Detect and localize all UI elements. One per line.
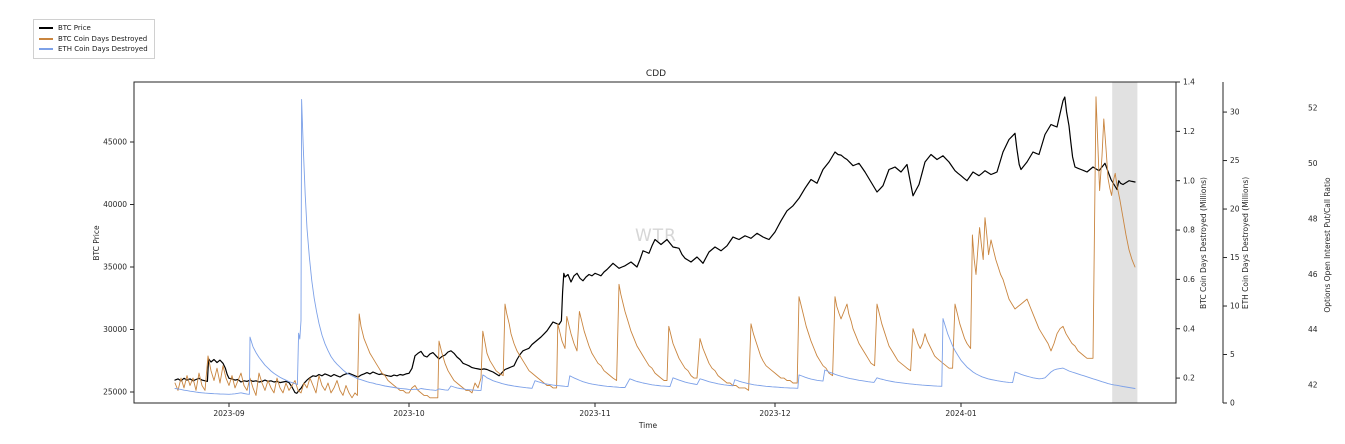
y-tick-label-btc-cdd: 1.0 [1183, 176, 1195, 185]
legend: BTC Price BTC Coin Days Destroyed ETH Co… [33, 19, 155, 59]
y-tick-label-options: 48 [1308, 214, 1318, 223]
axes-layer: 25000 30000 35000 40000 45000 2023-09 2023-10 2… [103, 78, 1318, 418]
x-tick-label: 2023-11 [579, 409, 611, 418]
series-line-btc-coin-days-destroyed [174, 96, 1136, 399]
y-tick-label-eth-cdd: 20 [1230, 205, 1240, 214]
y-tick-label-eth-cdd: 10 [1230, 302, 1240, 311]
y-tick-label-left: 40000 [103, 200, 127, 209]
y-tick-label-eth-cdd: 5 [1230, 350, 1235, 359]
btc-cdd-line-swatch [39, 37, 53, 40]
y-tick-label-options: 44 [1308, 325, 1318, 334]
legend-label: BTC Coin Days Destroyed [58, 34, 148, 43]
y-tick-label-eth-cdd: 0 [1230, 399, 1235, 408]
y-tick-label-eth-cdd: 15 [1230, 253, 1240, 262]
series-line-btc-price [174, 96, 1136, 394]
legend-item-eth-cdd: ETH Coin Days Destroyed [39, 44, 148, 55]
legend-item-btc-cdd: BTC Coin Days Destroyed [39, 34, 148, 45]
y-tick-label-left: 35000 [103, 263, 127, 272]
y-axis-label-eth-cdd: ETH Coin Days Destroyed (Millions) [1241, 177, 1250, 309]
y-tick-label-options: 42 [1308, 381, 1318, 390]
y-axis-label-btc-price: BTC Price [92, 225, 101, 261]
plot-frame [133, 81, 1177, 404]
y-tick-label-btc-cdd: 0.6 [1183, 275, 1195, 284]
x-tick-label: 2023-12 [759, 409, 791, 418]
y-tick-label-options: 50 [1308, 159, 1318, 168]
highlight-band [1112, 82, 1138, 403]
y-axis-label-btc-cdd: BTC Coin Days Destroyed (Millions) [1199, 177, 1208, 309]
y-tick-label-eth-cdd: 30 [1230, 108, 1240, 117]
legend-item-btc-price: BTC Price [39, 23, 148, 34]
series-line-eth-coin-days-destroyed [174, 99, 1136, 395]
y-tick-label-btc-cdd: 0.8 [1183, 226, 1195, 235]
y-tick-label-btc-cdd: 1.4 [1183, 78, 1195, 87]
y-axis-label-options-put-call: Options Open Interest Put/Call Ratio [1323, 177, 1332, 313]
x-tick-label: 2023-09 [213, 409, 245, 418]
x-tick-label: 2024-01 [945, 409, 977, 418]
x-axis-label: Time [638, 421, 658, 430]
y-tick-label-left: 30000 [103, 325, 127, 334]
y-tick-label-options: 52 [1308, 104, 1318, 113]
y-tick-label-btc-cdd: 0.4 [1183, 324, 1195, 333]
y-tick-label-left: 45000 [103, 138, 127, 147]
y-tick-label-left: 25000 [103, 388, 127, 397]
eth-cdd-line-swatch [39, 48, 53, 51]
chart-title: CDD [646, 69, 666, 79]
watermark: WTR [635, 226, 677, 246]
series-layer [174, 96, 1136, 399]
y-tick-label-options: 46 [1308, 270, 1318, 279]
legend-label: BTC Price [58, 24, 91, 32]
y-tick-label-btc-cdd: 0.2 [1183, 374, 1195, 383]
legend-label: ETH Coin Days Destroyed [58, 45, 148, 53]
y-tick-label-eth-cdd: 25 [1230, 156, 1240, 165]
y-tick-label-btc-cdd: 1.2 [1183, 127, 1195, 136]
x-tick-label: 2023-10 [393, 409, 425, 418]
btc-price-line-swatch [39, 27, 53, 30]
